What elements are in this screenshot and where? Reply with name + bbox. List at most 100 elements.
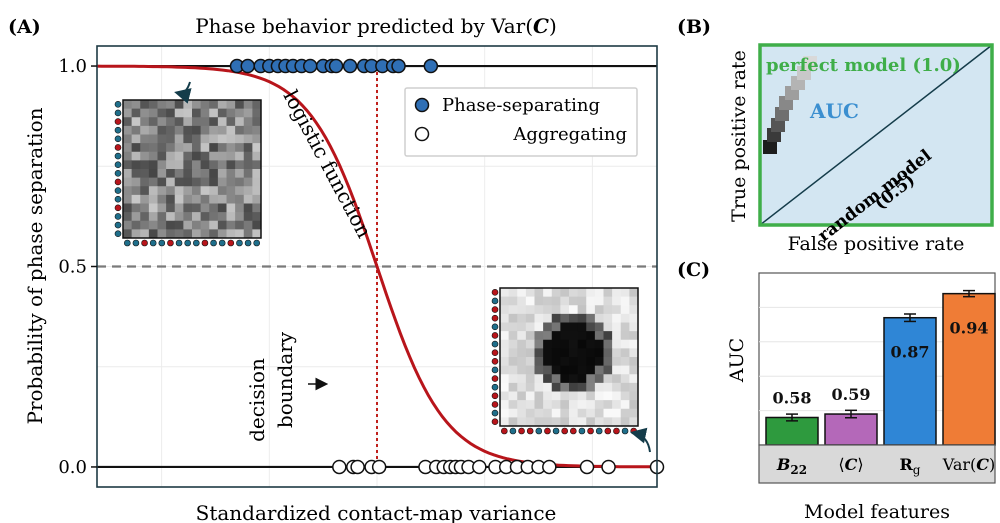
- contact-map-cell: [235, 220, 245, 230]
- contact-map-cell: [525, 391, 535, 401]
- contact-map-cell: [148, 143, 158, 153]
- contact-map-cell: [183, 134, 193, 144]
- contact-map-cell: [508, 357, 518, 367]
- roc-plot: perfect model (1.0) AUC random model (0.…: [758, 43, 994, 246]
- contact-map-cell: [243, 108, 253, 118]
- sequence-bead: [114, 221, 122, 229]
- contact-map-cell: [534, 417, 544, 427]
- contact-map-cell: [603, 391, 613, 401]
- legend-label-aggregating: Aggregating: [512, 124, 627, 145]
- contact-map-cell: [551, 296, 561, 306]
- auc-label: AUC: [809, 99, 859, 123]
- bar-3: [942, 292, 996, 446]
- bar-series: 0.58 0.59 0.87 0.94: [765, 289, 996, 446]
- panel-a-plot: [96, 58, 665, 475]
- contact-map-cell: [603, 374, 613, 384]
- contact-map-cell: [508, 374, 518, 384]
- contact-map-cell: [209, 160, 219, 170]
- contact-map-cell: [543, 348, 553, 358]
- contact-map-cell: [235, 194, 245, 204]
- sequence-bead: [141, 239, 148, 247]
- contact-map-cell: [252, 134, 262, 144]
- contact-map-cell: [174, 177, 184, 187]
- contact-map-cell: [569, 322, 579, 332]
- contact-map-cell: [235, 117, 245, 127]
- contact-map-cell: [586, 339, 596, 349]
- contact-map-cell: [148, 229, 158, 239]
- contact-map-cell: [166, 117, 176, 127]
- contact-map-cell: [543, 408, 553, 418]
- contact-map-cell: [612, 288, 622, 298]
- contact-map-cell: [508, 400, 518, 410]
- contact-map-cell: [123, 169, 133, 179]
- contact-map-cell: [123, 100, 133, 110]
- sequence-bead: [491, 366, 499, 374]
- contact-map-cell: [517, 400, 527, 410]
- contact-map-cell: [140, 220, 150, 230]
- contact-map-border: [122, 99, 262, 239]
- contact-map-cell: [123, 186, 133, 196]
- contact-map-cell: [252, 151, 262, 161]
- contact-map-cell: [612, 357, 622, 367]
- phase-separating-point-11: [328, 58, 344, 74]
- contact-map-cell: [166, 169, 176, 179]
- contact-map-cell: [183, 203, 193, 213]
- roc-perfect-frame: [758, 43, 994, 227]
- contact-map-cell: [612, 417, 622, 427]
- contact-map-cell: [200, 117, 210, 127]
- contact-map-cell: [217, 220, 227, 230]
- sequence-bead: [114, 109, 122, 117]
- contact-map-cell: [525, 417, 535, 427]
- contact-map-cell: [586, 391, 596, 401]
- contact-map-cell: [140, 229, 150, 239]
- contact-map-inset-phase-separating: [114, 99, 262, 247]
- contact-map-cell: [517, 391, 527, 401]
- contact-map-cell: [157, 194, 167, 204]
- contact-map-cell: [226, 151, 236, 161]
- bar-1: [824, 413, 878, 446]
- contact-map-cell: [629, 417, 639, 427]
- contact-map-cell: [192, 186, 202, 196]
- contact-map-cell: [534, 400, 544, 410]
- contact-map-cell: [209, 177, 219, 187]
- contact-map-cell: [235, 160, 245, 170]
- contact-map-cell: [594, 331, 604, 341]
- contact-map-cell: [192, 117, 202, 127]
- contact-map-cell: [226, 100, 236, 110]
- bar-category-label-1: ⟨C⟩: [838, 455, 863, 474]
- contact-map-cell: [123, 125, 133, 135]
- contact-map-cell: [612, 400, 622, 410]
- roc-step-2: [771, 118, 785, 132]
- contact-map-cell: [612, 408, 622, 418]
- bar-category-label-0: B22: [776, 455, 807, 477]
- contact-map-cell: [226, 220, 236, 230]
- sequence-bead: [227, 239, 235, 247]
- contact-map-cell: [629, 365, 639, 375]
- contact-map-cell: [157, 169, 167, 179]
- contact-map-cell: [543, 288, 553, 298]
- contact-map-cell: [200, 108, 210, 118]
- contact-map-cell: [157, 186, 167, 196]
- contact-map-cell: [123, 134, 133, 144]
- contact-map-cell: [243, 134, 253, 144]
- contact-map-cell: [166, 143, 176, 153]
- sequence-bead: [114, 178, 122, 186]
- contact-map-border: [499, 287, 639, 427]
- contact-map-cell: [235, 100, 245, 110]
- contact-map-cell: [551, 305, 561, 315]
- contact-map-cell: [534, 391, 544, 401]
- contact-map-cell: [192, 160, 202, 170]
- contact-map-cell: [629, 374, 639, 384]
- contact-map-cell: [551, 322, 561, 332]
- contact-map-cell: [252, 108, 262, 118]
- contact-map-cell: [209, 117, 219, 127]
- contact-map-cell: [166, 194, 176, 204]
- contact-map-cell: [534, 288, 544, 298]
- bar-category-strip: [758, 444, 996, 484]
- contact-map-cell: [200, 125, 210, 135]
- contact-map-cell: [183, 177, 193, 187]
- contact-map-cell: [543, 391, 553, 401]
- contact-map-cell: [131, 143, 141, 153]
- contact-map-cell: [148, 177, 158, 187]
- contact-map-cell: [217, 134, 227, 144]
